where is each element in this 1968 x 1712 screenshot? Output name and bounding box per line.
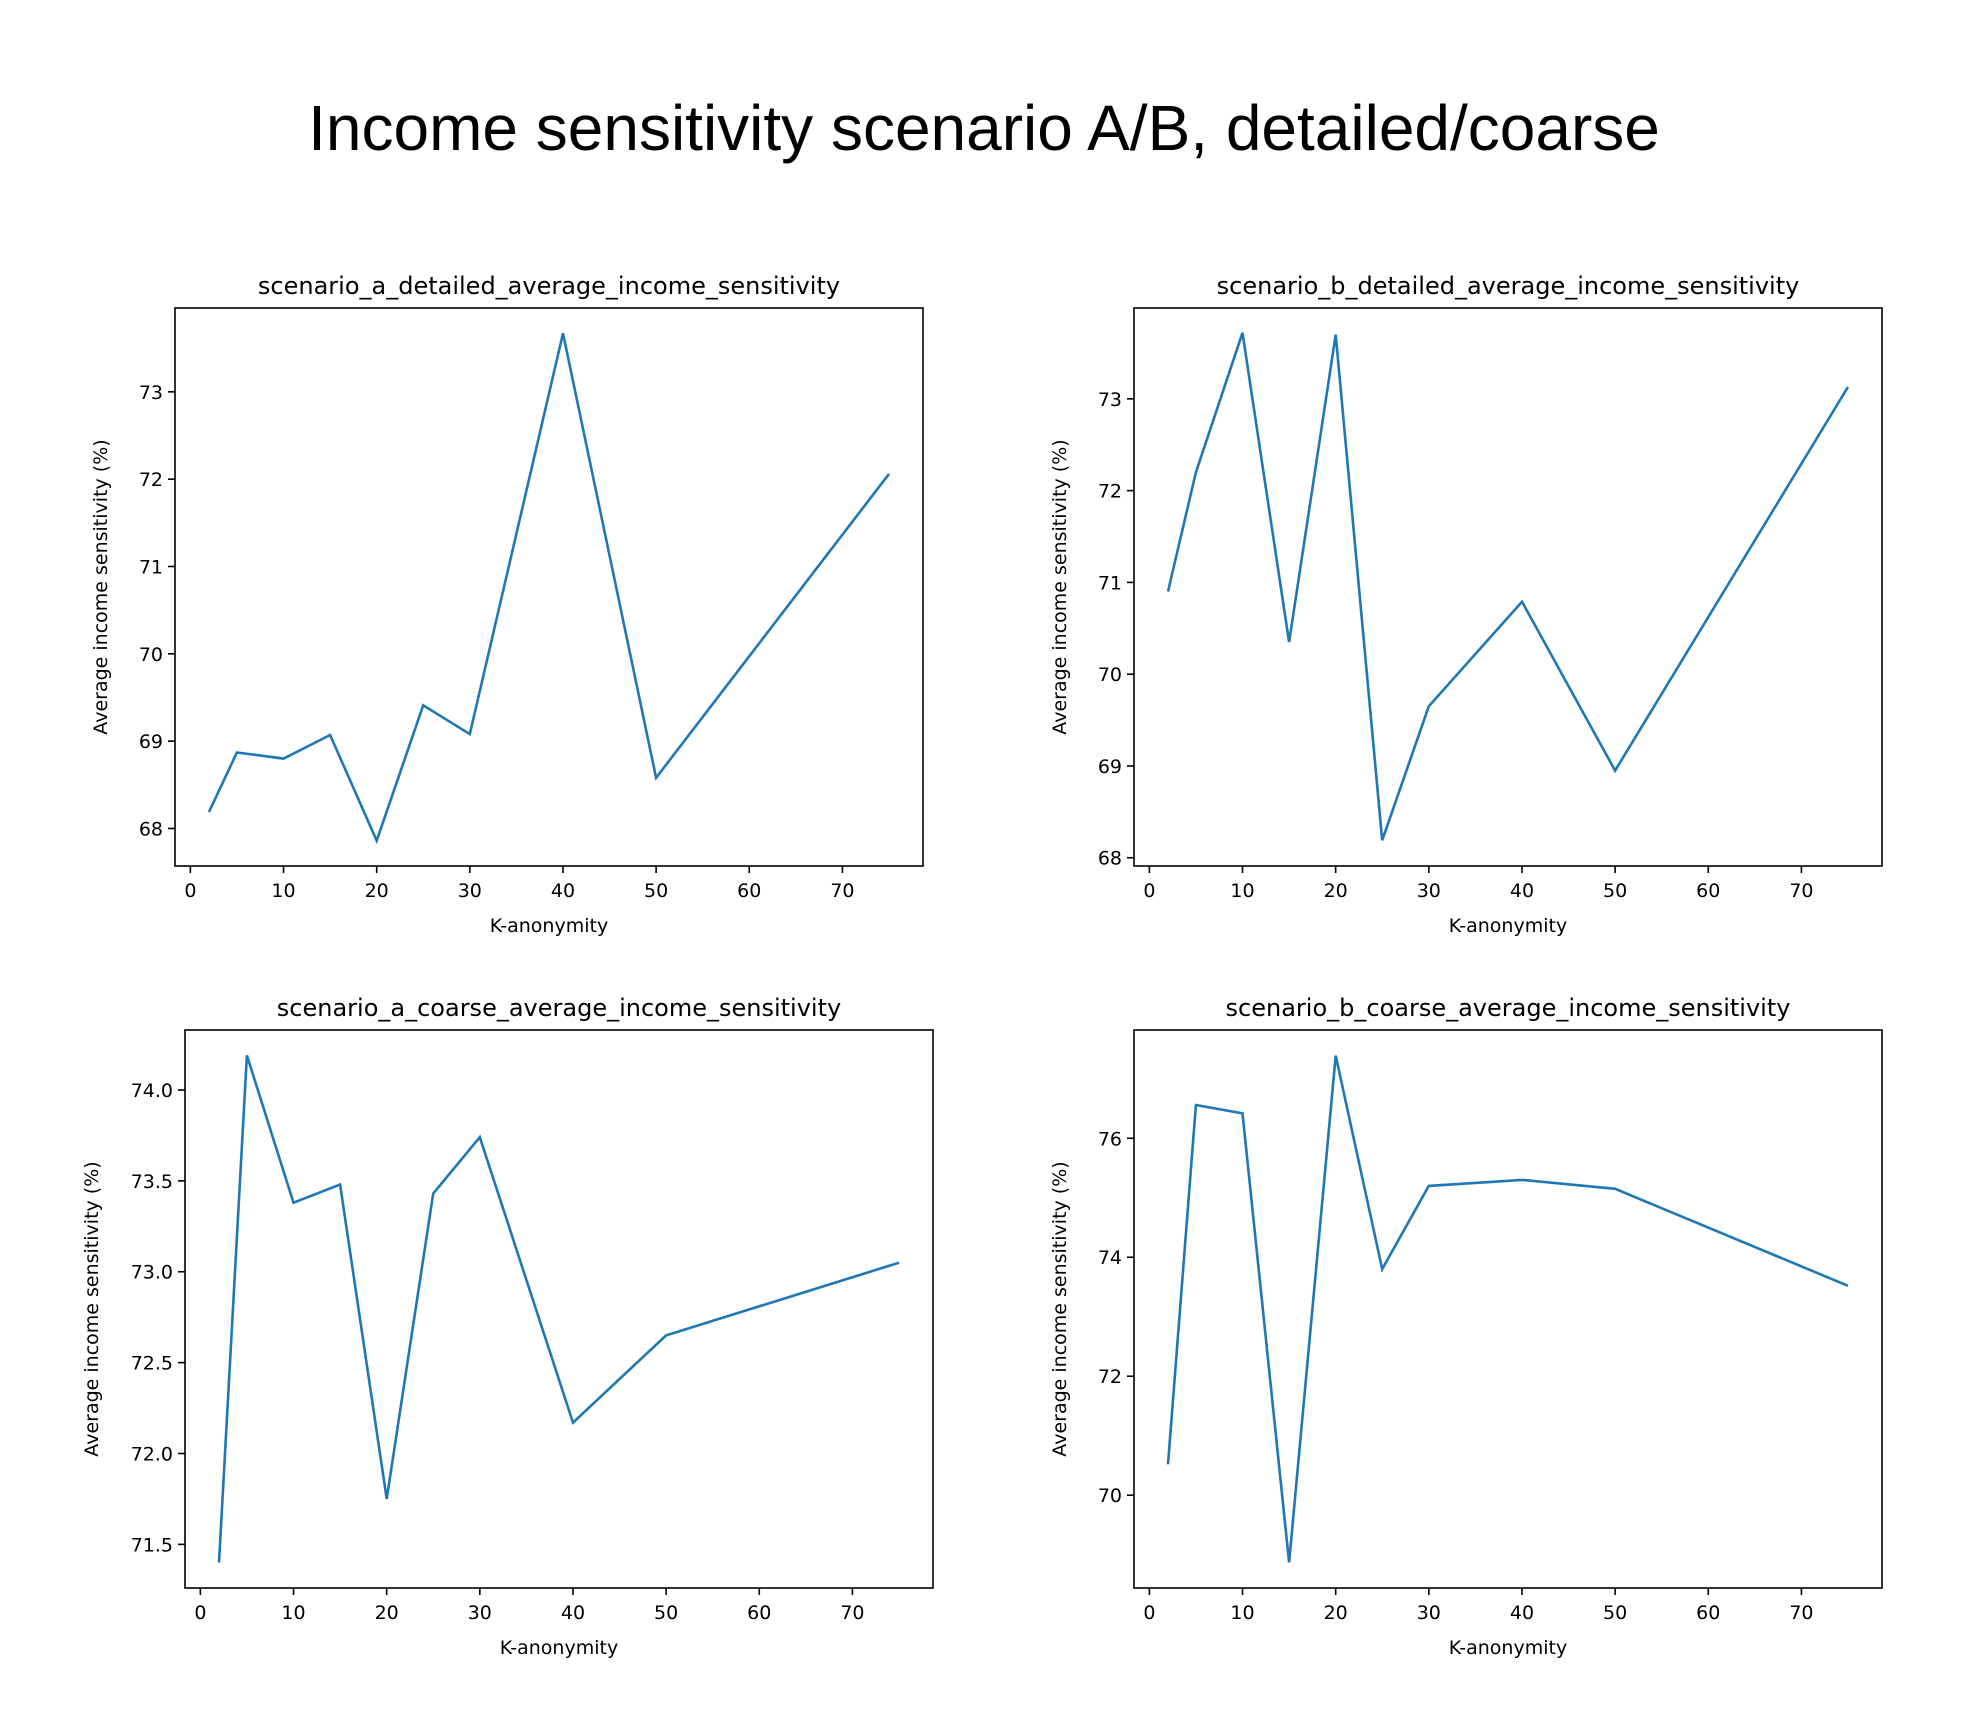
x-tick-label: 60 [737, 880, 761, 902]
y-tick-label: 72.0 [131, 1443, 173, 1465]
subplot-title: scenario_a_coarse_average_income_sensiti… [277, 994, 841, 1022]
x-tick-label: 50 [1603, 1602, 1627, 1624]
y-tick-label: 73 [139, 382, 163, 404]
x-tick-label: 60 [1696, 1602, 1720, 1624]
y-tick-label: 70 [1098, 664, 1122, 686]
x-tick-label: 60 [1696, 880, 1720, 902]
subplot-title: scenario_a_detailed_average_income_sensi… [258, 272, 840, 300]
x-tick-label: 30 [1417, 1602, 1441, 1624]
x-tick-label: 50 [644, 880, 668, 902]
data-point [1166, 1462, 1170, 1466]
x-axis-label: K-anonymity [1449, 915, 1567, 937]
series-line [207, 333, 891, 845]
x-tick-label: 70 [1789, 1602, 1813, 1624]
subplot-title: scenario_b_coarse_average_income_sensiti… [1226, 994, 1791, 1022]
data-point [1241, 1111, 1245, 1115]
x-axis-label: K-anonymity [490, 915, 608, 937]
series-line [1166, 332, 1850, 841]
x-tick-label: 20 [375, 1602, 399, 1624]
data-point [1194, 1103, 1198, 1107]
x-tick-label: 30 [1417, 880, 1441, 902]
x-axis-label: K-anonymity [500, 1637, 618, 1659]
data-point [1427, 1184, 1431, 1188]
y-tick-label: 71 [1098, 572, 1122, 594]
x-axis-label: K-anonymity [1449, 1637, 1567, 1659]
y-tick-label: 74.0 [131, 1080, 173, 1102]
y-tick-label: 70 [139, 644, 163, 666]
data-point [1520, 1178, 1524, 1182]
y-tick-label: 69 [139, 731, 163, 753]
plot-frame [174, 307, 924, 867]
x-tick-label: 60 [747, 1602, 771, 1624]
y-axis-label: Average income sensitivity (%) [90, 439, 112, 734]
figure-title: Income sensitivity scenario A/B, detaile… [308, 92, 1660, 164]
data-point [1334, 1054, 1338, 1058]
y-tick-label: 69 [1098, 756, 1122, 778]
y-tick-label: 71 [139, 556, 163, 578]
x-tick-label: 70 [830, 880, 854, 902]
plot-frame [1133, 307, 1883, 867]
x-tick-label: 50 [654, 1602, 678, 1624]
data-point [1287, 1560, 1291, 1564]
y-tick-label: 73.0 [131, 1262, 173, 1284]
x-tick-label: 0 [1143, 880, 1155, 902]
x-tick-label: 50 [1603, 880, 1627, 902]
x-tick-label: 10 [1230, 1602, 1254, 1624]
y-tick-label: 70 [1098, 1485, 1122, 1507]
plot-frame [1133, 1029, 1883, 1589]
data-point [1613, 1187, 1617, 1191]
x-tick-label: 10 [1230, 880, 1254, 902]
series-line [1166, 1055, 1849, 1563]
y-axis-label: Average income sensitivity (%) [1049, 1161, 1071, 1456]
y-tick-label: 73 [1098, 389, 1122, 411]
x-tick-label: 20 [365, 880, 389, 902]
y-tick-label: 74 [1098, 1247, 1122, 1269]
x-tick-label: 40 [1510, 1602, 1534, 1624]
x-tick-label: 0 [1143, 1602, 1155, 1624]
x-tick-label: 70 [1789, 880, 1813, 902]
x-tick-label: 20 [1324, 880, 1348, 902]
series-line [217, 1055, 900, 1563]
y-tick-label: 68 [1098, 848, 1122, 870]
x-tick-label: 40 [551, 880, 575, 902]
x-tick-label: 30 [468, 1602, 492, 1624]
x-tick-label: 10 [281, 1602, 305, 1624]
y-tick-label: 72 [139, 469, 163, 491]
y-tick-label: 76 [1098, 1128, 1122, 1150]
y-axis-label: Average income sensitivity (%) [81, 1161, 103, 1456]
data-point [1846, 1284, 1850, 1288]
y-tick-label: 71.5 [131, 1534, 173, 1556]
y-axis-label: Average income sensitivity (%) [1049, 439, 1071, 734]
y-tick-label: 72.5 [131, 1353, 173, 1375]
subplot-title: scenario_b_detailed_average_income_sensi… [1217, 272, 1800, 300]
x-tick-label: 70 [840, 1602, 864, 1624]
x-tick-label: 20 [1324, 1602, 1348, 1624]
x-tick-label: 10 [271, 880, 295, 902]
x-tick-label: 40 [561, 1602, 585, 1624]
y-tick-label: 73.5 [131, 1171, 173, 1193]
plot-frame [184, 1029, 934, 1589]
x-tick-label: 0 [194, 1602, 206, 1624]
x-tick-label: 40 [1510, 880, 1534, 902]
y-tick-label: 72 [1098, 481, 1122, 503]
y-tick-label: 68 [139, 818, 163, 840]
x-tick-label: 0 [184, 880, 196, 902]
x-tick-label: 30 [458, 880, 482, 902]
data-point [1380, 1267, 1384, 1271]
y-tick-label: 72 [1098, 1366, 1122, 1388]
